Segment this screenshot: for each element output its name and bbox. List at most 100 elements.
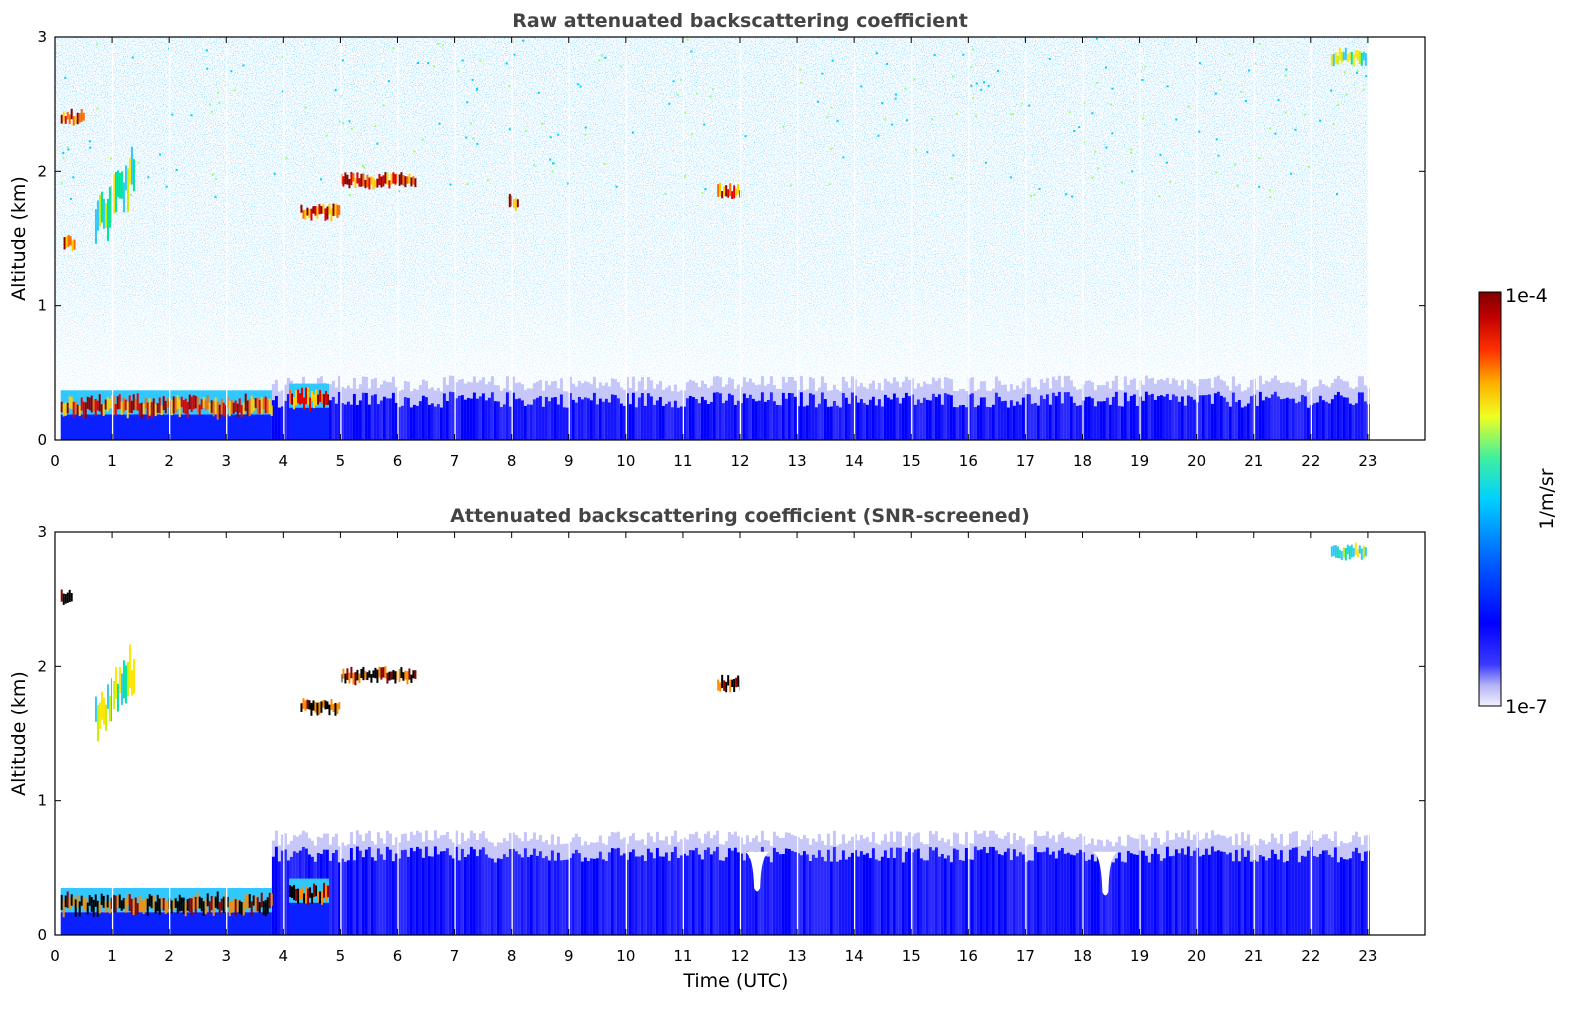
noise-speck — [537, 91, 540, 94]
layer-column — [386, 672, 389, 684]
signal-fringe — [490, 376, 494, 393]
signal-column — [577, 853, 581, 935]
layer-column — [224, 892, 227, 909]
signal-fringe — [1288, 382, 1292, 399]
layer-column — [190, 396, 193, 412]
signal-fringe — [388, 382, 392, 399]
signal-fringe — [430, 840, 434, 857]
signal-fringe — [1336, 846, 1340, 863]
signal-column — [1321, 850, 1325, 935]
layer-column — [122, 397, 125, 413]
layer-column — [390, 173, 393, 185]
noise-speck — [683, 175, 686, 178]
noise-speck — [1285, 68, 1288, 71]
layer-column — [78, 405, 81, 417]
signal-fringe — [1006, 391, 1010, 408]
x-tick-label: 4 — [279, 452, 289, 470]
noise-speck — [486, 179, 489, 182]
signal-column — [382, 396, 386, 440]
layer-column — [148, 398, 151, 416]
signal-column — [976, 850, 980, 935]
x-tick-label: 21 — [1244, 947, 1263, 965]
signal-fringe — [1114, 842, 1118, 859]
signal-fringe — [412, 388, 416, 405]
signal-column — [901, 862, 905, 935]
signal-fringe — [589, 384, 593, 401]
x-tick-label: 15 — [902, 452, 921, 470]
signal-fringe — [685, 839, 689, 856]
layer-column — [378, 666, 381, 678]
signal-fringe — [568, 376, 572, 394]
signal-fringe — [805, 389, 809, 406]
noise-speck — [508, 85, 511, 88]
signal-column — [628, 404, 632, 440]
signal-fringe — [898, 831, 902, 848]
signal-column — [472, 849, 476, 935]
signal-fringe — [838, 391, 842, 408]
layer-column — [268, 398, 271, 415]
noise-speck — [799, 81, 802, 84]
signal-column — [1063, 853, 1067, 935]
signal-fringe — [1153, 383, 1157, 400]
layer-column — [74, 401, 77, 414]
boundary-layer-base — [289, 902, 329, 935]
signal-fringe — [472, 376, 476, 393]
layer-column — [84, 898, 87, 911]
signal-column — [919, 858, 923, 935]
signal-fringe — [1102, 384, 1106, 402]
layer-column — [104, 203, 107, 228]
noise-speck — [130, 194, 133, 197]
noise-speck — [683, 176, 686, 179]
layer-column — [326, 206, 329, 220]
signal-fringe — [1204, 832, 1208, 849]
x-tick-label: 17 — [1016, 947, 1035, 965]
signal-fringe — [328, 844, 332, 861]
layer-column — [400, 667, 403, 679]
signal-fringe — [1078, 389, 1082, 406]
signal-column — [340, 858, 344, 935]
signal-column — [535, 397, 539, 440]
signal-column — [484, 854, 488, 935]
signal-column — [571, 853, 575, 935]
signal-fringe — [703, 383, 707, 401]
signal-fringe — [1123, 846, 1127, 863]
signal-column — [1072, 855, 1076, 935]
x-tick-label: 18 — [1073, 947, 1092, 965]
signal-fringe — [625, 377, 629, 394]
layer-column — [240, 405, 243, 418]
signal-column — [544, 396, 548, 440]
noise-speck — [744, 135, 747, 138]
x-tick-label: 8 — [507, 452, 517, 470]
signal-column — [1333, 394, 1337, 440]
signal-column — [706, 403, 710, 440]
signal-fringe — [661, 840, 665, 857]
signal-column — [373, 860, 377, 935]
layer-column — [384, 172, 387, 184]
signal-fringe — [670, 391, 674, 408]
signal-fringe — [277, 845, 281, 862]
x-tick-label: 16 — [959, 452, 978, 470]
x-tick-label: 12 — [730, 452, 749, 470]
signal-fringe — [358, 384, 362, 401]
layer-column — [266, 897, 269, 914]
noise-speck — [1248, 69, 1251, 72]
signal-column — [763, 401, 767, 440]
layer-column — [330, 208, 333, 222]
layer-column — [260, 397, 263, 415]
signal-column — [1231, 392, 1235, 440]
layer-column — [352, 672, 355, 685]
signal-fringe — [334, 387, 338, 404]
signal-fringe — [982, 830, 986, 847]
signal-fringe — [1291, 831, 1295, 848]
signal-column — [1066, 392, 1070, 440]
noise-speck — [110, 157, 113, 160]
cloud-layer — [340, 666, 417, 686]
layer-column — [322, 700, 325, 708]
signal-fringe — [673, 830, 677, 847]
layer-column — [226, 896, 229, 908]
noise-speck — [1091, 112, 1094, 115]
signal-fringe — [472, 833, 476, 850]
signal-fringe — [1318, 379, 1322, 396]
signal-column — [1009, 400, 1013, 440]
signal-column — [1108, 404, 1112, 440]
